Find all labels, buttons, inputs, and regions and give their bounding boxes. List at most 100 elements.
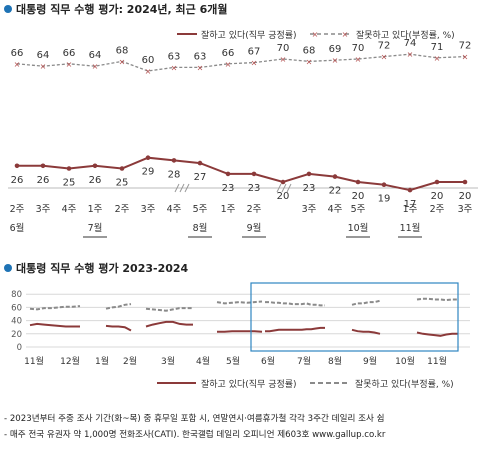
month-tick-label: 8월 (193, 222, 208, 234)
month-tick-label: 5월 (226, 355, 240, 367)
axis-break-mark (184, 183, 190, 193)
month-tick-label: 7월 (297, 355, 311, 367)
approve-point (119, 166, 125, 171)
week-tick-label: 2주 (115, 204, 130, 215)
approve-data-label: 28 (168, 169, 181, 180)
week-tick-label: 3주 (36, 204, 51, 215)
disapprove-point: × (381, 53, 388, 62)
month-tick-label: 2월 (123, 355, 137, 367)
week-tick-label: 4주 (62, 204, 77, 215)
disapprove-point: × (332, 56, 339, 65)
disapprove-legend-label: 잘못하고 있다(부정률, %) (355, 378, 454, 390)
approve-point (280, 179, 286, 185)
approve-point (40, 163, 46, 169)
week-tick-label: 1주 (403, 204, 418, 215)
disapprove-data-label: 63 (168, 51, 181, 62)
y-tick-label: 20 (11, 330, 22, 340)
approve-point (407, 187, 413, 193)
bottom-chart-header: 대통령 직무 수행 평가 2023-2024 (4, 261, 189, 275)
disapprove-data-label: 70 (352, 43, 365, 54)
disapprove-segment (351, 299, 381, 306)
approve-data-label: 20 (352, 191, 365, 202)
month-tick-label: 4월 (196, 355, 210, 367)
disapprove-legend-marker-left: × (312, 30, 319, 39)
month-tick-label: 11월 (24, 355, 44, 367)
month-tick-label: 12월 (60, 355, 80, 367)
approve-data-label: 23 (303, 183, 316, 194)
disapprove-point: × (66, 60, 73, 69)
disapprove-point: × (225, 60, 232, 69)
month-tick-label: 1월 (95, 355, 109, 367)
week-tick-label: 3주 (141, 204, 156, 215)
disapprove-data-label: 72 (459, 41, 472, 52)
month-tick-label: 6월 (261, 355, 275, 367)
approve-data-label: 17 (404, 199, 417, 210)
bottom-chart: 0 20 40 60 80 11월 12월 1월 2월 3월 4월 5월 6월 7월 8월 9월 10월 11월 (11, 282, 470, 367)
disapprove-point: × (145, 67, 152, 76)
top-legend: 잘하고 있다(직무 긍정률) × × 잘못하고 있다(부정률, %) (177, 29, 455, 41)
disapprove-segment (145, 307, 193, 312)
disapprove-data-label: 70 (277, 43, 290, 54)
month-tick-label: 10월 (348, 222, 369, 234)
disapprove-point: × (280, 55, 287, 64)
approve-data-label: 25 (116, 178, 129, 189)
week-tick-label: 3주 (458, 204, 473, 215)
approve-data-label: 19 (378, 194, 391, 205)
disapprove-data-label: 68 (116, 45, 129, 56)
week-tick-label: 2주 (430, 204, 445, 215)
disapprove-line (16, 53, 466, 72)
month-tick-label: 6월 (10, 222, 25, 234)
y-tick-label: 60 (11, 303, 22, 313)
disapprove-point: × (197, 63, 204, 72)
disapprove-data-label: 72 (378, 41, 391, 52)
month-tick-label: 11월 (400, 222, 421, 234)
disapprove-data-label: 68 (303, 45, 316, 56)
disapprove-data-label: 67 (248, 47, 261, 58)
approve-segment (351, 328, 381, 335)
approve-point (171, 158, 177, 163)
top-chart-header: 대통령 직무 수행 평가: 2024년, 최근 6개월 (4, 2, 228, 16)
approve-segment (416, 331, 458, 337)
disapprove-legend-marker-right: × (342, 30, 349, 39)
top-chart: ×66×64×66×64×68×60×63×63×66×67×70×68×69×… (8, 38, 478, 238)
approve-data-label: 20 (459, 191, 472, 202)
week-tick-label: 1주 (221, 204, 236, 215)
approve-point (66, 166, 72, 171)
disapprove-segment (265, 301, 325, 307)
y-tick-label: 40 (11, 317, 22, 327)
disapprove-point: × (462, 53, 469, 62)
disapprove-point: × (251, 59, 258, 68)
disapprove-point: × (306, 57, 313, 66)
week-tick-label: 2주 (247, 204, 262, 215)
disapprove-segment (29, 305, 81, 311)
approve-point (462, 179, 468, 185)
disapprove-point: × (40, 62, 47, 71)
disapprove-point: × (355, 55, 362, 64)
approve-point (92, 163, 98, 169)
approve-point (306, 171, 312, 177)
approve-data-label: 23 (222, 183, 235, 194)
disapprove-point: × (92, 62, 99, 71)
disapprove-data-label: 64 (89, 50, 102, 61)
month-tick-label: 8월 (328, 355, 342, 367)
approve-point (14, 163, 20, 169)
approve-point (332, 174, 338, 179)
y-tick-label: 0 (17, 343, 22, 353)
approve-data-label: 26 (89, 175, 102, 186)
disapprove-point: × (407, 50, 414, 59)
approve-point (355, 179, 361, 185)
week-tick-label: 2주 (10, 204, 25, 215)
bottom-chart-title: 대통령 직무 수행 평가 2023-2024 (16, 261, 189, 275)
disapprove-data-label: 64 (37, 50, 50, 61)
recent-6-months-highlight (250, 282, 459, 352)
disapprove-point: × (14, 60, 21, 69)
approve-data-label: 20 (431, 191, 444, 202)
approve-segment (105, 324, 132, 332)
disapprove-legend-label: 잘못하고 있다(부정률, %) (356, 29, 455, 41)
month-tick-label: 3월 (161, 355, 175, 367)
week-tick-label: 3주 (302, 204, 317, 215)
disapprove-segment (216, 300, 263, 305)
approve-data-label: 25 (63, 178, 76, 189)
month-tick-label: 9월 (247, 222, 262, 234)
footnote-survey-period: - 2023년부터 주중 조사 기간(화~목) 중 휴무일 포함 시, 연말연시… (4, 414, 385, 424)
